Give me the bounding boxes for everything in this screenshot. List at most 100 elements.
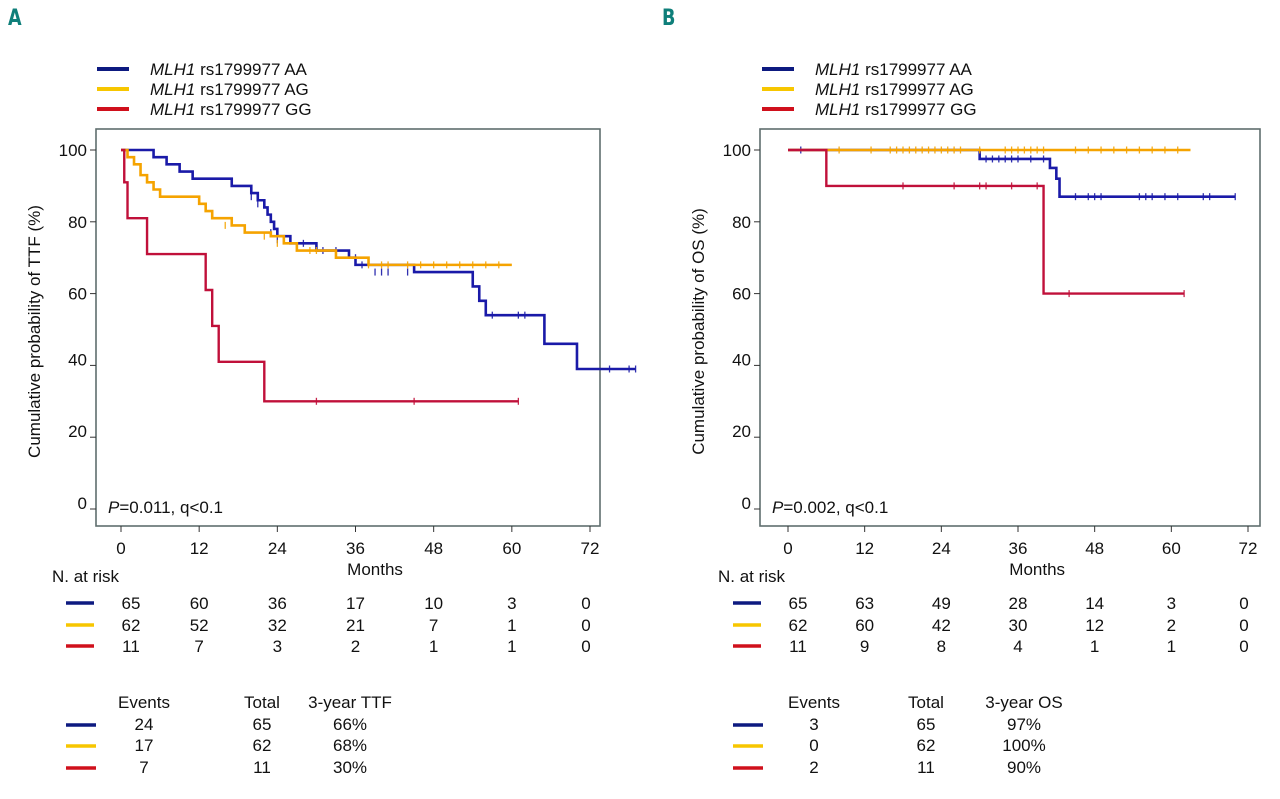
n-at-risk-label: N. at risk xyxy=(718,567,786,586)
x-tick-label: 24 xyxy=(268,539,287,558)
summary-total: 65 xyxy=(917,715,936,734)
plot-frame xyxy=(759,128,1261,527)
p-value-annotation: P=0.011, q<0.1 xyxy=(108,498,223,517)
x-tick-label: 36 xyxy=(1009,539,1028,558)
summary-rate: 66% xyxy=(333,715,367,734)
n-at-risk-value: 4 xyxy=(1013,637,1022,656)
km-curve-ag xyxy=(121,148,512,267)
p-value-annotation: P=0.002, q<0.1 xyxy=(772,498,888,517)
panel-a-label: A xyxy=(8,6,22,31)
y-tick-label: 40 xyxy=(68,350,87,369)
n-at-risk-value: 62 xyxy=(122,616,141,635)
x-tick-label: 0 xyxy=(783,539,792,558)
x-tick-label: 48 xyxy=(424,539,443,558)
x-tick-label: 72 xyxy=(581,539,600,558)
n-at-risk-value: 12 xyxy=(1085,616,1104,635)
n-at-risk-value: 49 xyxy=(932,594,951,613)
y-tick-label: 100 xyxy=(59,141,87,160)
n-at-risk-value: 17 xyxy=(346,594,365,613)
km-curve-gg xyxy=(788,148,1185,295)
n-at-risk-value: 65 xyxy=(789,594,808,613)
summary-header-total: Total xyxy=(908,693,944,712)
legend-label-gg: MLH1 rs1799977 GG xyxy=(150,100,312,119)
legend-label-aa: MLH1 rs1799977 AA xyxy=(815,60,973,79)
km-curve-aa xyxy=(788,148,1236,198)
summary-header-events: Events xyxy=(788,693,840,712)
x-tick-label: 72 xyxy=(1239,539,1258,558)
legend-label-gg: MLH1 rs1799977 GG xyxy=(815,100,977,119)
n-at-risk-value: 30 xyxy=(1009,616,1028,635)
y-tick-label: 20 xyxy=(68,422,87,441)
n-at-risk-value: 65 xyxy=(122,594,141,613)
n-at-risk-value: 52 xyxy=(190,616,209,635)
n-at-risk-value: 1 xyxy=(1167,637,1176,656)
y-axis-label: Cumulative probability of TTF (%) xyxy=(25,205,44,458)
n-at-risk-value: 2 xyxy=(351,637,360,656)
n-at-risk-value: 7 xyxy=(429,616,438,635)
summary-total: 65 xyxy=(253,715,272,734)
summary-events: 24 xyxy=(135,715,154,734)
n-at-risk-value: 10 xyxy=(424,594,443,613)
y-tick-label: 60 xyxy=(68,285,87,304)
n-at-risk-value: 28 xyxy=(1009,594,1028,613)
n-at-risk-value: 60 xyxy=(855,616,874,635)
n-at-risk-label: N. at risk xyxy=(52,567,120,586)
y-tick-label: 60 xyxy=(732,285,751,304)
summary-events: 7 xyxy=(139,758,148,777)
n-at-risk-value: 0 xyxy=(1239,637,1248,656)
summary-header-rate: 3-year TTF xyxy=(308,693,392,712)
plot-frame xyxy=(95,128,601,527)
y-tick-label: 80 xyxy=(68,213,87,232)
km-curve-gg xyxy=(121,148,519,403)
n-at-risk-value: 7 xyxy=(194,637,203,656)
n-at-risk-value: 11 xyxy=(789,637,807,656)
summary-header-events: Events xyxy=(118,693,170,712)
n-at-risk-value: 9 xyxy=(860,637,869,656)
summary-header-total: Total xyxy=(244,693,280,712)
x-tick-label: 0 xyxy=(116,539,125,558)
summary-events: 2 xyxy=(809,758,818,777)
summary-events: 3 xyxy=(809,715,818,734)
n-at-risk-value: 0 xyxy=(581,616,590,635)
y-tick-label: 40 xyxy=(732,350,751,369)
summary-rate: 68% xyxy=(333,736,367,755)
legend-label-ag: MLH1 rs1799977 AG xyxy=(150,80,309,99)
n-at-risk-value: 36 xyxy=(268,594,287,613)
y-tick-label: 0 xyxy=(742,494,751,513)
summary-header-rate: 3-year OS xyxy=(985,693,1062,712)
n-at-risk-value: 11 xyxy=(122,637,140,656)
n-at-risk-value: 0 xyxy=(581,594,590,613)
summary-rate: 97% xyxy=(1007,715,1041,734)
x-tick-label: 24 xyxy=(932,539,951,558)
n-at-risk-value: 3 xyxy=(507,594,516,613)
n-at-risk-value: 8 xyxy=(937,637,946,656)
y-tick-label: 80 xyxy=(732,213,751,232)
n-at-risk-value: 1 xyxy=(507,616,516,635)
x-tick-label: 12 xyxy=(190,539,209,558)
n-at-risk-value: 0 xyxy=(581,637,590,656)
n-at-risk-value: 21 xyxy=(346,616,365,635)
summary-rate: 30% xyxy=(333,758,367,777)
summary-total: 11 xyxy=(253,758,271,777)
summary-events: 0 xyxy=(809,736,818,755)
n-at-risk-value: 2 xyxy=(1167,616,1176,635)
n-at-risk-value: 1 xyxy=(507,637,516,656)
n-at-risk-value: 62 xyxy=(789,616,808,635)
summary-rate: 90% xyxy=(1007,758,1041,777)
panel-b-label: B xyxy=(662,6,676,31)
n-at-risk-value: 1 xyxy=(429,637,438,656)
y-tick-label: 20 xyxy=(732,422,751,441)
n-at-risk-value: 14 xyxy=(1085,594,1104,613)
y-tick-label: 100 xyxy=(723,141,751,160)
n-at-risk-value: 60 xyxy=(190,594,209,613)
n-at-risk-value: 1 xyxy=(1090,637,1099,656)
km-curve-aa xyxy=(121,148,636,371)
x-axis-label: Months xyxy=(347,560,403,579)
summary-rate: 100% xyxy=(1002,736,1045,755)
x-axis-label: Months xyxy=(1009,560,1065,579)
n-at-risk-value: 3 xyxy=(273,637,282,656)
n-at-risk-value: 0 xyxy=(1239,594,1248,613)
